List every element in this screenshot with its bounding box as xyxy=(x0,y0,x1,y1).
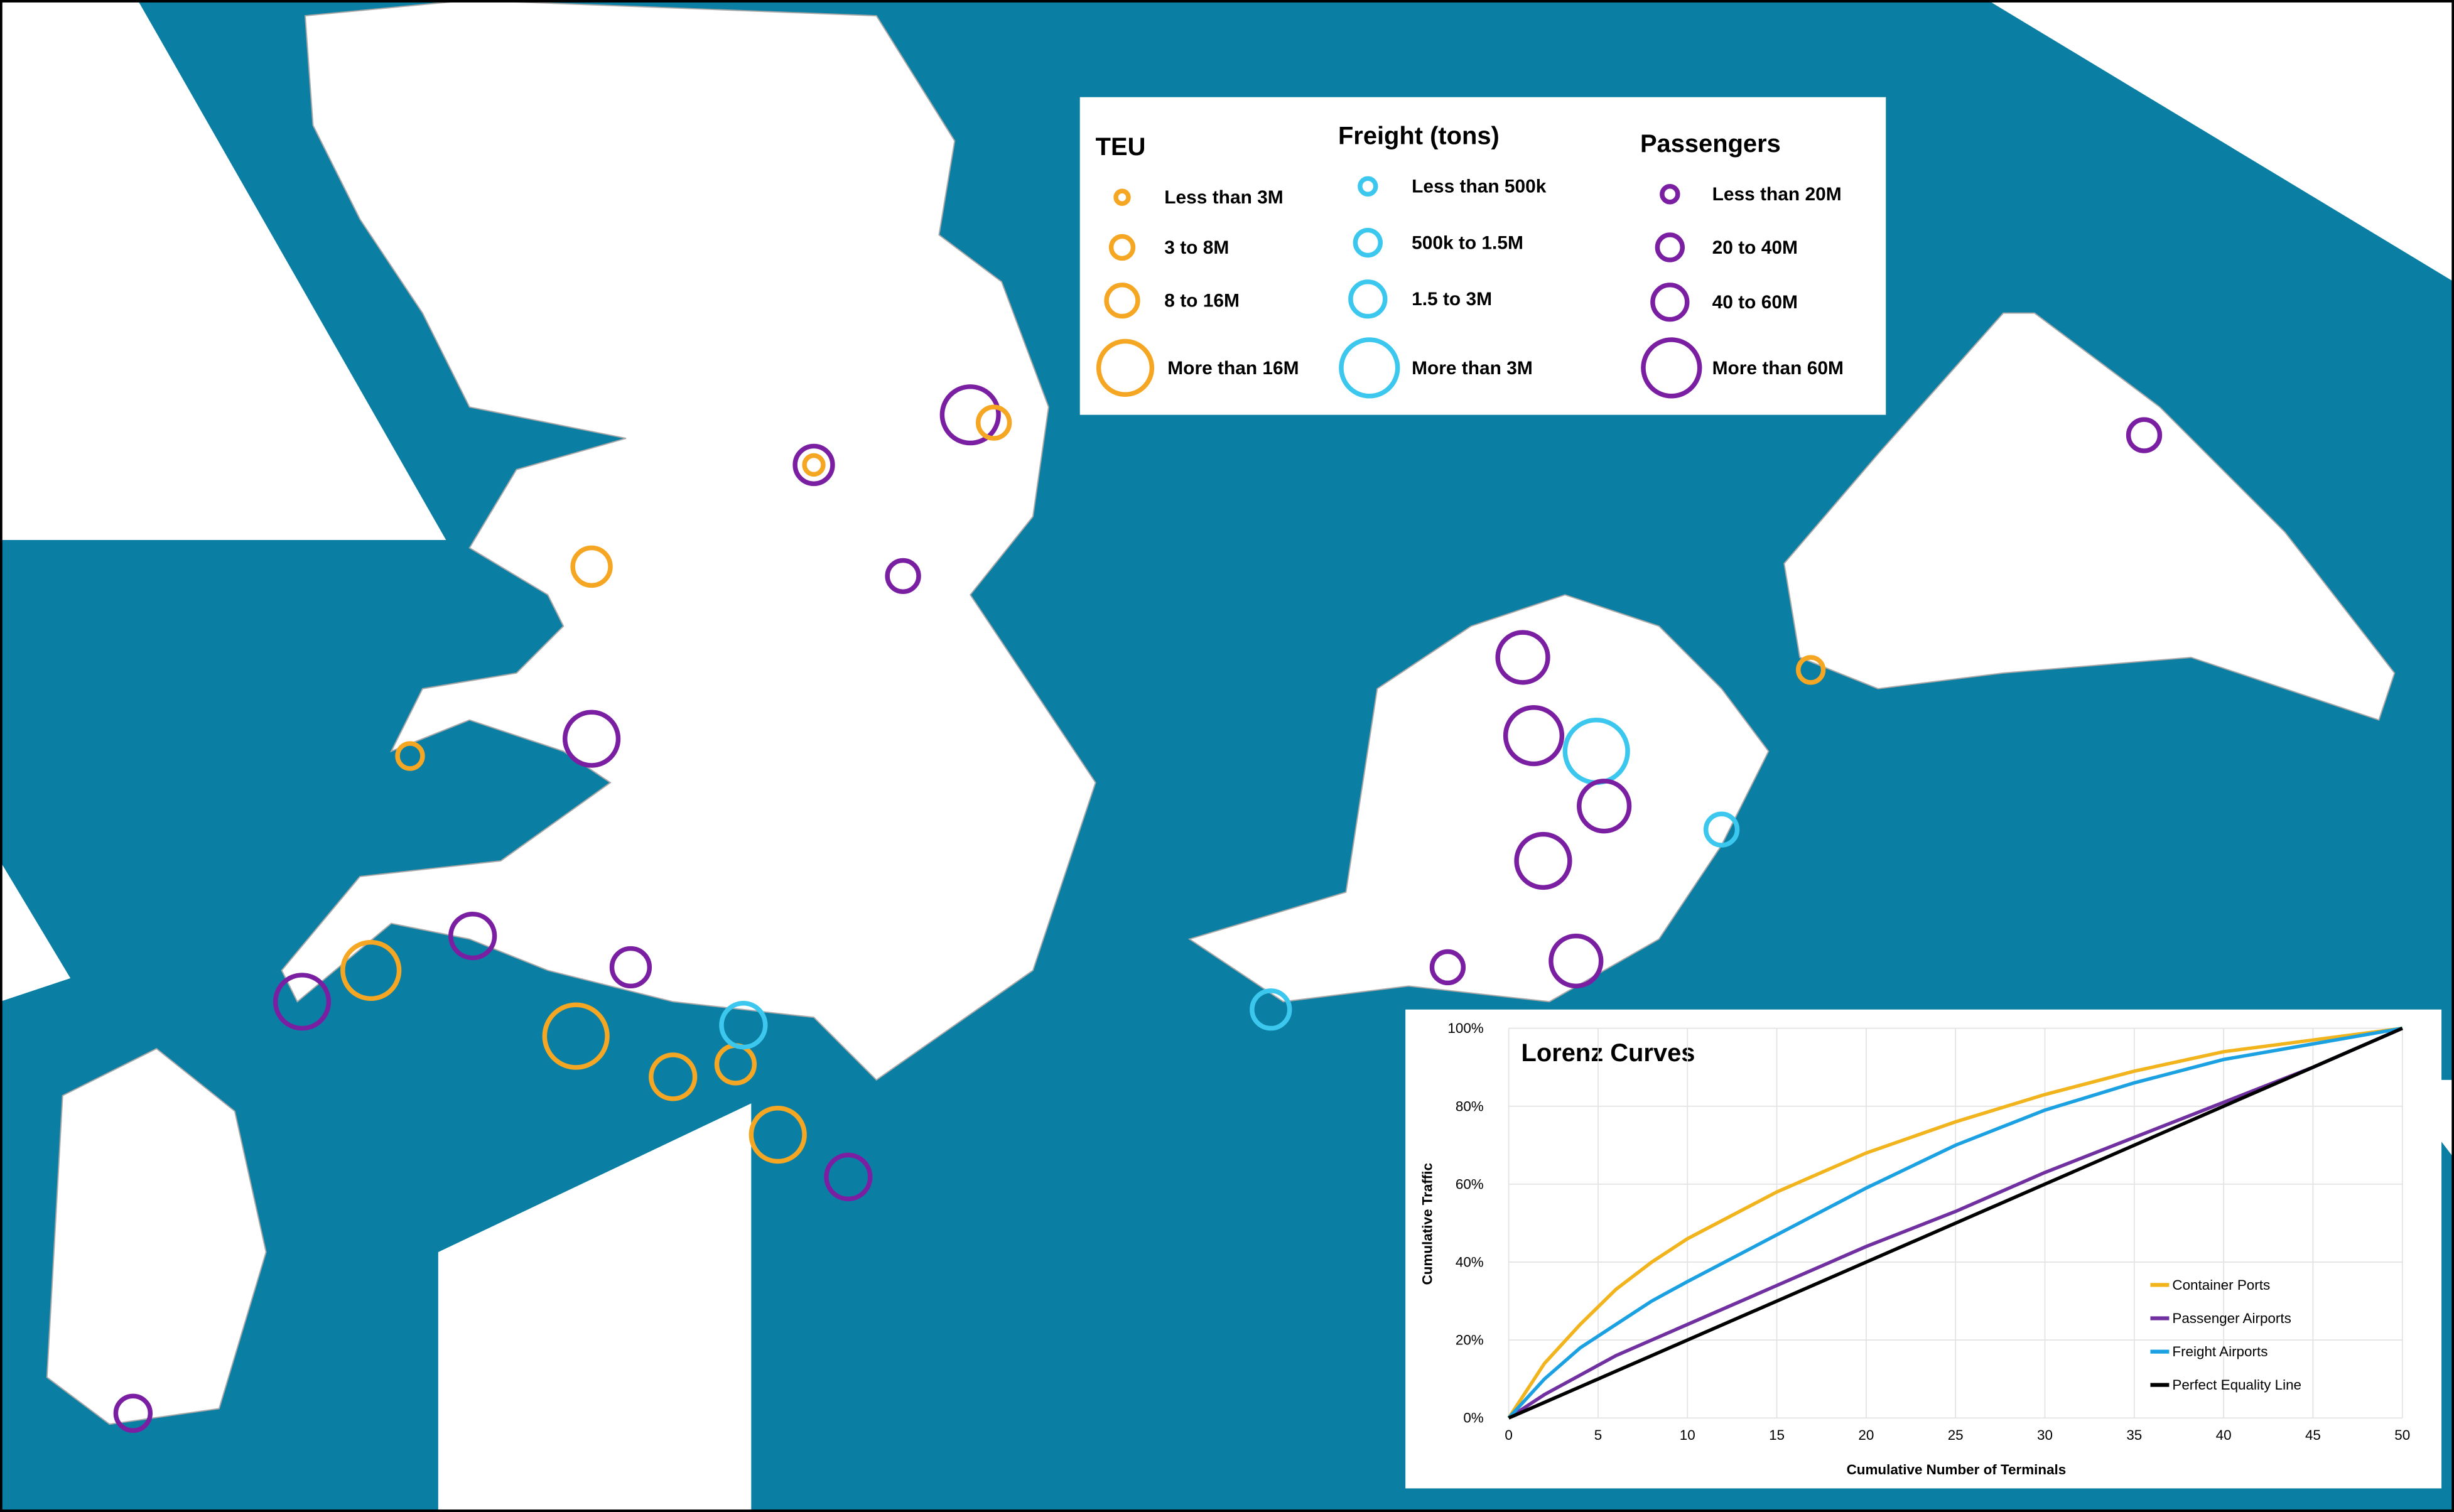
legend-box xyxy=(1079,97,1886,415)
legend-item: More than 60M xyxy=(1712,358,1844,379)
series-line xyxy=(1507,1026,2403,1419)
x-tick-label: 20 xyxy=(1858,1427,1874,1443)
y-tick-label: 0% xyxy=(1463,1410,1483,1426)
legend-item: 20 to 40M xyxy=(1712,237,1798,258)
x-tick-label: 35 xyxy=(2126,1427,2142,1443)
chart-box xyxy=(1405,1009,2442,1489)
legend-title: Freight (tons) xyxy=(1338,122,1500,149)
map-legend: TEU Less than 3M 3 to 8M 8 to 16M More t… xyxy=(1079,97,1886,415)
legend-item: Less than 20M xyxy=(1712,184,1842,205)
legend-item: 40 to 60M xyxy=(1712,292,1798,313)
terminal-markers xyxy=(113,384,2163,1433)
legend-item: Less than 500k xyxy=(1412,176,1547,197)
y-tick-label: 60% xyxy=(1456,1176,1484,1192)
x-tick-label: 25 xyxy=(1948,1427,1964,1443)
x-tick-label: 45 xyxy=(2305,1427,2321,1443)
x-tick-label: 30 xyxy=(2037,1427,2053,1443)
series-line xyxy=(1508,1027,2403,1420)
legend-item: More than 16M xyxy=(1167,358,1299,379)
legend-label: Passenger Airports xyxy=(2172,1310,2291,1326)
y-tick-label: 40% xyxy=(1456,1255,1484,1270)
lorenz-chart: Lorenz Curves Cumulative Number of Termi… xyxy=(1405,1009,2442,1489)
y-tick-label: 20% xyxy=(1456,1332,1484,1348)
series-line xyxy=(1507,1026,2403,1420)
y-axis-label: Cumulative Traffic xyxy=(1419,1163,1435,1285)
land xyxy=(46,0,2396,1425)
chart-title: Lorenz Curves xyxy=(1522,1039,1695,1067)
x-tick-label: 50 xyxy=(2394,1427,2410,1443)
x-tick-label: 40 xyxy=(2216,1427,2232,1443)
legend-item: 3 to 8M xyxy=(1164,237,1229,258)
legend-item: 1.5 to 3M xyxy=(1412,289,1492,310)
y-tick-label: 100% xyxy=(1447,1020,1483,1036)
x-tick-label: 15 xyxy=(1769,1427,1785,1443)
legend-label: Freight Airports xyxy=(2172,1344,2268,1359)
legend-item: 8 to 16M xyxy=(1164,291,1240,311)
x-axis-label: Cumulative Number of Terminals xyxy=(1847,1462,2067,1477)
series-line xyxy=(1508,1027,2403,1420)
legend-label: Perfect Equality Line xyxy=(2172,1377,2301,1393)
legend-item: More than 3M xyxy=(1412,358,1533,379)
x-tick-label: 10 xyxy=(1680,1427,1695,1443)
legend-item: 500k to 1.5M xyxy=(1412,232,1523,253)
x-tick-label: 5 xyxy=(1594,1427,1602,1443)
legend-title: Passengers xyxy=(1640,130,1781,158)
legend-label: Container Ports xyxy=(2172,1277,2270,1293)
legend-title: TEU xyxy=(1096,133,1146,161)
legend-item: Less than 3M xyxy=(1164,187,1283,208)
y-tick-label: 80% xyxy=(1456,1098,1484,1114)
x-tick-label: 0 xyxy=(1505,1427,1512,1443)
